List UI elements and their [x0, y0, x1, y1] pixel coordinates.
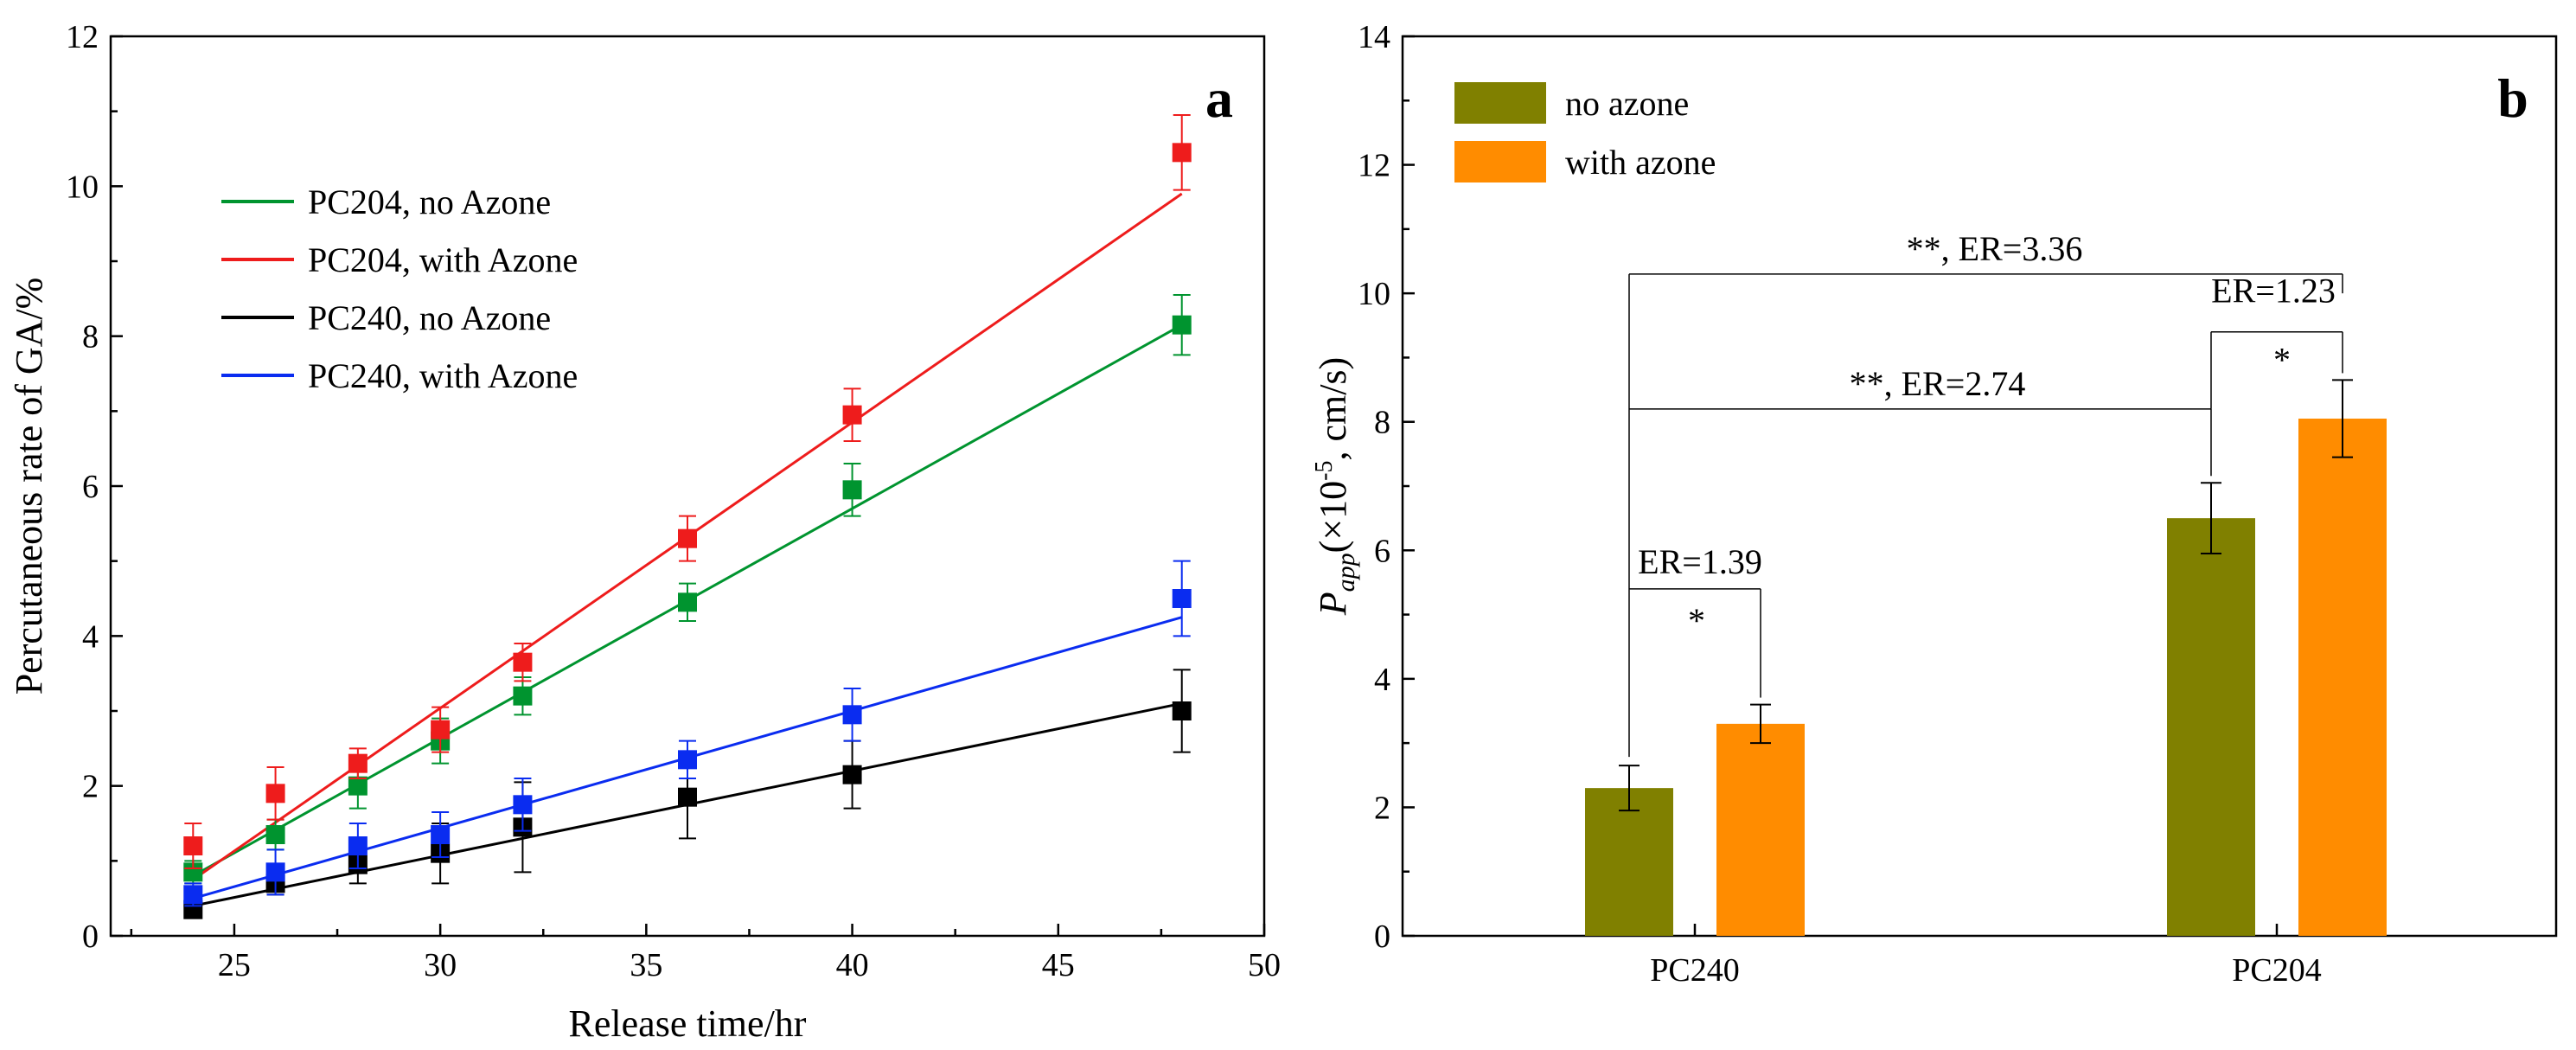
- panel-a-line-chart: 0 2 4 6 8 10 12 25 30 35 40 45 50 Release time/hr P…: [8, 19, 1281, 1045]
- panel-a-y-tick-label: 8: [82, 319, 99, 355]
- panel-b-y-tick-label: 12: [1358, 148, 1390, 184]
- panel-a-data-point: [678, 592, 697, 612]
- panel-b-annotation: ER=1.23: [2211, 272, 2336, 311]
- panel-a-y-tick-label: 4: [82, 618, 99, 655]
- panel-a-data-point: [265, 825, 285, 844]
- panel-b-y-axis-label-main: P: [1312, 592, 1354, 616]
- panel-a-legend-label: PC204, with Azone: [308, 240, 578, 279]
- panel-a-x-axis-label: Release time/hr: [569, 1002, 807, 1045]
- panel-a-x-tick-label: 30: [424, 947, 457, 983]
- panel-b-x-tick-label: PC204: [2232, 952, 2321, 989]
- panel-b-y-tick-label: 14: [1358, 19, 1390, 55]
- panel-b-y-axis-label: Papp(×10-5, cm/s): [1311, 357, 1360, 616]
- panel-a-x-tick-label: 25: [218, 947, 251, 983]
- panel-b-annotation: *: [1688, 601, 1705, 640]
- panel-a-legend: PC204, no Azone PC204, with Azone PC240, n…: [221, 182, 578, 395]
- panel-a-y-tick-label: 10: [66, 169, 99, 205]
- panel-a-x-tick-label: 45: [1042, 947, 1075, 983]
- panel-b-legend-label: with azone: [1565, 143, 1716, 182]
- panel-a-legend-label: PC204, no Azone: [308, 182, 551, 221]
- panel-a-x-axis: 25 30 35 40 45 50: [130, 924, 1281, 983]
- panel-b-legend-swatch: [1454, 82, 1546, 124]
- panel-a-data-point: [842, 765, 862, 784]
- panel-a-y-tick-label: 12: [66, 19, 99, 55]
- panel-b-annotation: **, ER=3.36: [1907, 229, 2083, 268]
- panel-a-data-points: [183, 114, 1192, 919]
- panel-a-y-tick-label: 0: [82, 919, 99, 955]
- panel-a-data-point: [183, 862, 203, 882]
- panel-a-label: a: [1205, 67, 1233, 129]
- panel-a-data-point: [842, 480, 862, 500]
- panel-a-data-point: [183, 900, 203, 919]
- panel-b-label: b: [2497, 67, 2528, 129]
- panel-a-data-point: [265, 862, 285, 882]
- panel-a-y-axis: 0 2 4 6 8 10 12: [66, 19, 123, 955]
- panel-a-data-point: [431, 825, 451, 844]
- panel-a-legend-label: PC240, no Azone: [308, 298, 551, 337]
- panel-a-data-point: [678, 528, 697, 548]
- panel-b-bars: [1585, 379, 2387, 936]
- panel-b-annotation: ER=1.39: [1638, 542, 1762, 581]
- panel-b-significance-brackets: **, ER=3.36 **, ER=2.74 ER=1.23 * ER=1.39 *: [1628, 229, 2343, 758]
- panel-b-bar: [2298, 419, 2387, 936]
- panel-a-data-point: [513, 652, 533, 672]
- panel-a-data-point: [1172, 589, 1192, 608]
- panel-b-bar: [1716, 723, 1805, 936]
- panel-a-data-point: [678, 750, 697, 770]
- panel-b-y-axis-label-unit: , cm/s): [1312, 357, 1354, 461]
- panel-b-y-axis-label-rest: (×10: [1312, 481, 1354, 553]
- panel-a-data-point: [431, 720, 451, 739]
- panel-a-data-point: [1172, 143, 1192, 163]
- panel-a-x-tick-label: 40: [836, 947, 869, 983]
- panel-b-y-tick-label: 0: [1374, 919, 1390, 955]
- panel-b-x-tick-label: PC240: [1650, 952, 1739, 989]
- panel-b-y-tick-label: 2: [1374, 790, 1390, 826]
- panel-b-y-tick-label: 8: [1374, 405, 1390, 441]
- panel-b-legend: no azone with azone: [1454, 82, 1716, 182]
- panel-a-legend-label: PC240, with Azone: [308, 356, 578, 395]
- panel-b-y-axis-label-sub: app: [1332, 553, 1360, 592]
- panel-a-data-point: [513, 686, 533, 706]
- panel-a-y-tick-label: 6: [82, 469, 99, 505]
- panel-a-x-tick-label: 50: [1248, 947, 1281, 983]
- panel-b-legend-label: no azone: [1565, 84, 1689, 123]
- panel-a-data-point: [265, 784, 285, 804]
- panel-a-x-tick-label: 35: [630, 947, 662, 983]
- panel-a-data-point: [842, 705, 862, 725]
- panel-b-x-axis: PC240 PC204: [1650, 924, 2322, 989]
- panel-a-data-point: [348, 776, 368, 796]
- panel-a-data-point: [842, 405, 862, 425]
- panel-a-y-tick-label: 2: [82, 769, 99, 805]
- panel-a-data-point: [678, 787, 697, 807]
- panel-a-data-point: [183, 885, 203, 905]
- panel-b-y-tick-label: 10: [1358, 276, 1390, 312]
- panel-a-y-axis-label: Percutaneous rate of GA/%: [8, 278, 50, 695]
- panel-a-data-point: [513, 795, 533, 815]
- panel-a-data-point: [1172, 315, 1192, 335]
- panel-b-y-axis: 0 2 4 6 8 10 12 14: [1358, 19, 1415, 955]
- panel-a-data-point: [183, 836, 203, 855]
- panel-b-annotation: *: [2273, 341, 2291, 380]
- panel-b-y-tick-label: 6: [1374, 533, 1390, 569]
- panel-a-data-point: [348, 753, 368, 773]
- panel-b-y-axis-label-exp: -5: [1311, 461, 1338, 481]
- panel-b-annotation: **, ER=2.74: [1850, 364, 2026, 403]
- panel-b-bar: [1585, 788, 1673, 936]
- panel-a-data-point: [1172, 701, 1192, 720]
- panel-a-data-point: [348, 836, 368, 855]
- panel-b-y-tick-label: 4: [1374, 662, 1390, 698]
- panel-b-bar: [2167, 518, 2255, 936]
- panel-b-legend-swatch: [1454, 141, 1546, 182]
